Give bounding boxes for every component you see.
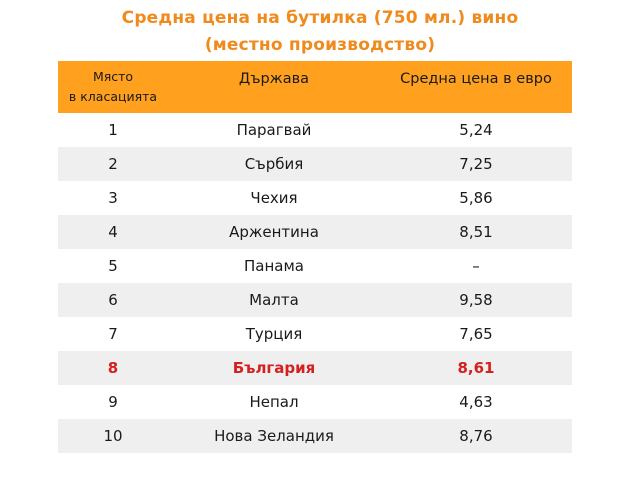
country-cell: Аржентина xyxy=(229,223,319,241)
rank-cell: 3 xyxy=(108,189,118,207)
rank-cell: 1 xyxy=(108,121,118,139)
page-subtitle: (местно производство) xyxy=(204,35,436,55)
table-row: 7 Турция 7,65 xyxy=(58,317,572,351)
page-title: Средна цена на бутилка (750 мл.) вино xyxy=(121,8,519,28)
price-cell: 8,61 xyxy=(457,359,495,377)
rank-cell: 6 xyxy=(108,291,118,309)
price-cell: 7,65 xyxy=(459,325,493,343)
header-country: Държава xyxy=(238,71,310,87)
country-cell: Чехия xyxy=(250,189,298,207)
price-cell: 8,76 xyxy=(459,427,493,445)
country-cell: Панама xyxy=(244,257,304,275)
rank-cell: 2 xyxy=(108,155,118,173)
rank-cell: 4 xyxy=(108,223,118,241)
ranking-table: Място в класацията Държава Средна цена в… xyxy=(58,61,572,453)
country-cell: Непал xyxy=(249,393,299,411)
table-header: Място в класацията Държава Средна цена в… xyxy=(58,61,572,113)
rank-cell: 5 xyxy=(108,257,118,275)
price-cell: 4,63 xyxy=(459,393,493,411)
table-row: 2 Сърбия 7,25 xyxy=(58,147,572,181)
country-cell: Сърбия xyxy=(244,155,304,173)
price-cell: 5,24 xyxy=(459,121,493,139)
country-cell: България xyxy=(232,359,316,377)
country-cell: Турция xyxy=(245,325,303,343)
table-row-highlighted: 8 България 8,61 xyxy=(58,351,572,385)
rank-cell: 9 xyxy=(108,393,118,411)
rank-cell: 8 xyxy=(107,359,119,377)
header-rank-line2: в класацията xyxy=(68,89,158,104)
price-cell: – xyxy=(472,257,480,275)
header-rank: Място в класацията xyxy=(58,61,168,113)
table-row: 3 Чехия 5,86 xyxy=(58,181,572,215)
price-cell: 5,86 xyxy=(459,189,493,207)
country-cell: Малта xyxy=(249,291,299,309)
table-row: 10 Нова Зеландия 8,76 xyxy=(58,419,572,453)
table-row: 9 Непал 4,63 xyxy=(58,385,572,419)
table-row: 6 Малта 9,58 xyxy=(58,283,572,317)
rank-cell: 7 xyxy=(108,325,118,343)
header-price: Средна цена в евро xyxy=(400,71,552,87)
price-cell: 9,58 xyxy=(459,291,493,309)
country-cell: Нова Зеландия xyxy=(214,427,334,445)
rank-cell: 10 xyxy=(103,427,123,445)
table-row: 4 Аржентина 8,51 xyxy=(58,215,572,249)
header-rank-line1: Място xyxy=(92,69,134,84)
price-cell: 8,51 xyxy=(459,223,493,241)
country-cell: Парагвай xyxy=(236,121,312,139)
table-row: 5 Панама – xyxy=(58,249,572,283)
table-row: 1 Парагвай 5,24 xyxy=(58,113,572,147)
price-cell: 7,25 xyxy=(459,155,493,173)
